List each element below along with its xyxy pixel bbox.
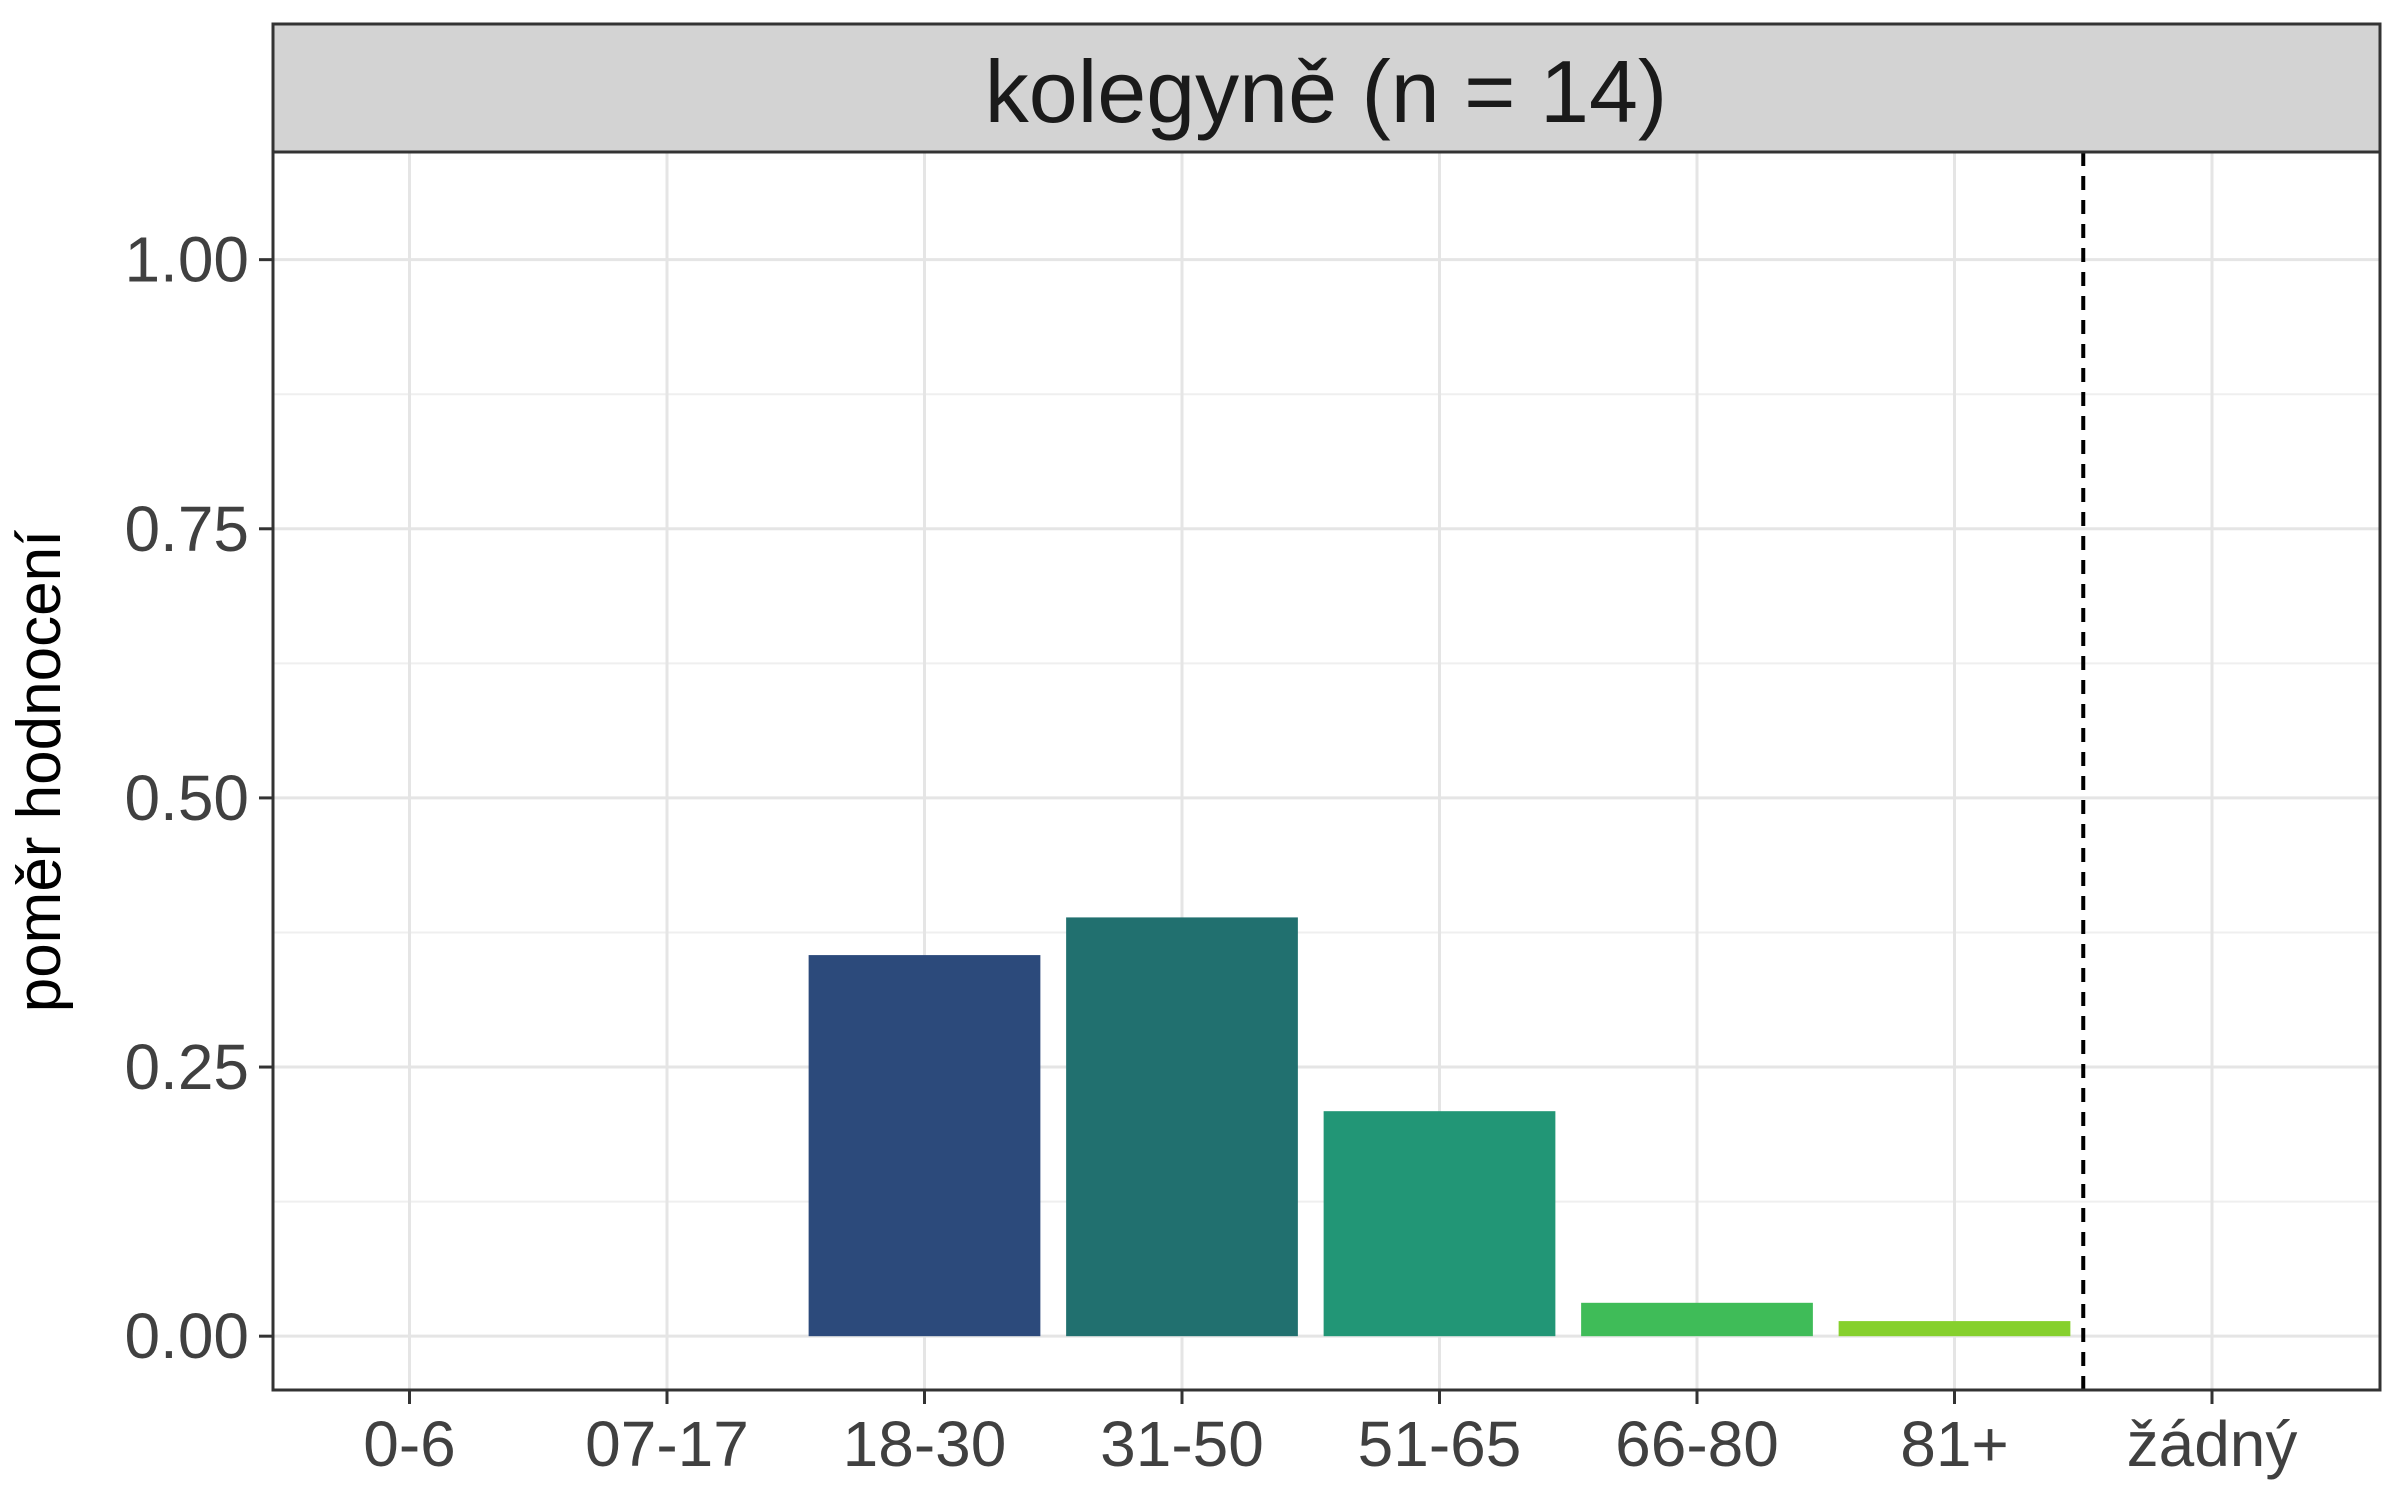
- y-tick-label: 1.00: [124, 224, 249, 296]
- x-tick-label: 0-6: [363, 1408, 456, 1480]
- bars: [808, 917, 2071, 1337]
- x-axis: 0-6 07-17 18-30 31-50 51-65 66-80 81+ žádný: [363, 1390, 2297, 1480]
- x-tick-label: 81+: [1900, 1408, 2009, 1480]
- panel-title: kolegyně (n = 14): [985, 42, 1667, 141]
- x-tick-label: žádný: [2127, 1408, 2298, 1480]
- y-tick-label: 0.00: [124, 1300, 249, 1372]
- bar-51-65: [1323, 1111, 1556, 1337]
- y-tick-label: 0.50: [124, 762, 249, 834]
- strip-background: [271, 22, 2382, 154]
- y-axis: 0.00 0.25 0.50 0.75 1.00: [124, 224, 273, 1372]
- x-tick-label: 66-80: [1615, 1408, 1779, 1480]
- x-tick-label: 31-50: [1100, 1408, 1264, 1480]
- bar-66-80: [1581, 1302, 1813, 1337]
- major-gridlines: [273, 152, 2380, 1390]
- bar-18-30: [808, 955, 1041, 1337]
- x-tick-label: 07-17: [585, 1408, 749, 1480]
- bar-31-50: [1066, 917, 1298, 1337]
- y-tick-label: 0.75: [124, 493, 249, 565]
- y-tick-label: 0.25: [124, 1031, 249, 1103]
- bar-81+: [1838, 1321, 2071, 1337]
- x-tick-label: 18-30: [843, 1408, 1007, 1480]
- y-axis-title: poměr hodnocení: [5, 530, 74, 1013]
- x-tick-label: 51-65: [1358, 1408, 1522, 1480]
- minor-gridlines: [273, 393, 2380, 1203]
